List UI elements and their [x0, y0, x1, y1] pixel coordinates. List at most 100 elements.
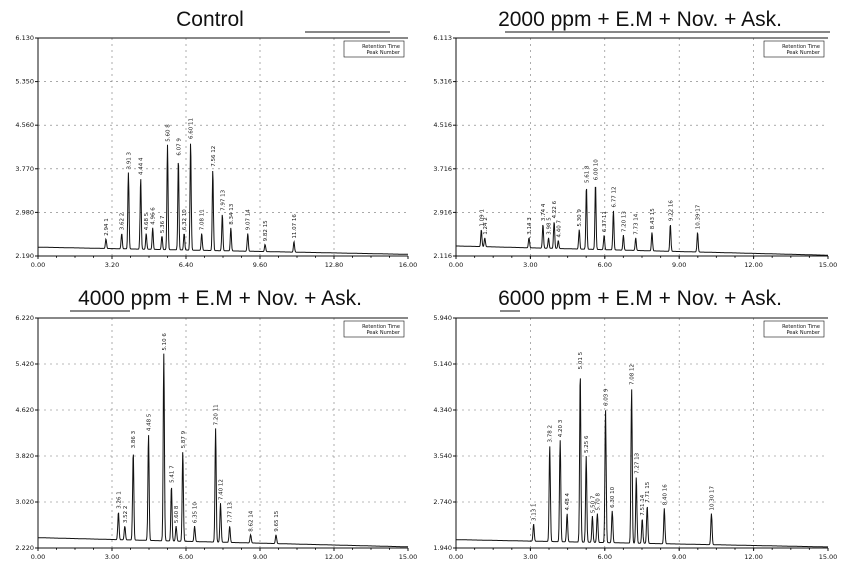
- peak-label: 3.26 1: [116, 491, 122, 509]
- peak-label: 5.50 7: [590, 495, 596, 513]
- y-tick-label: 4.560: [15, 121, 34, 129]
- y-tick-label: 6.220: [15, 314, 34, 322]
- peak-label: 1.09 1: [479, 209, 485, 227]
- y-tick-label: 5.140: [433, 360, 452, 368]
- peak-label: 9.82 15: [263, 220, 269, 241]
- y-tick-label: 2.740: [433, 498, 452, 506]
- x-tick-label: 15.00: [819, 553, 838, 561]
- peak-label: 7.40 12: [219, 479, 225, 500]
- peak-label: 5.60 8: [166, 124, 172, 142]
- y-tick-label: 4.340: [433, 406, 452, 414]
- legend-entry: Retention Time: [782, 44, 820, 50]
- chromatogram-trace: [37, 353, 409, 548]
- peak-label: 6.37 11: [602, 211, 608, 232]
- y-tick-label: 4.516: [433, 121, 452, 129]
- legend-entry: Retention Time: [362, 324, 400, 330]
- chart-title: 4000 ppm + E.M + Nov. + Ask.: [78, 287, 362, 310]
- peak-label: 6.32 10: [182, 209, 188, 230]
- peak-label: 7.97 13: [220, 189, 226, 210]
- y-tick-label: 2.916: [433, 208, 452, 216]
- x-tick-label: 6.00: [598, 261, 612, 269]
- y-tick-label: 3.716: [433, 165, 452, 173]
- y-tick-label: 3.770: [15, 165, 34, 173]
- peak-label: 4.96 6: [151, 207, 157, 225]
- peak-label: 6.60 11: [189, 118, 195, 139]
- legend-entry: Retention Time: [362, 44, 400, 50]
- peak-label: 4.68 5: [144, 212, 150, 230]
- legend-entry: Peak Number: [366, 330, 400, 336]
- peak-label: 7.77 13: [228, 502, 234, 523]
- y-tick-label: 3.020: [15, 498, 34, 506]
- x-tick-label: 15.00: [819, 261, 838, 269]
- peak-label: 6.03 9: [604, 388, 610, 406]
- peak-label: 7.71 15: [645, 481, 651, 502]
- peak-label: 3.62 2: [120, 213, 126, 231]
- peak-label: 6.30 10: [610, 486, 616, 507]
- legend-entry: Retention Time: [782, 324, 820, 330]
- legend-entry: Peak Number: [786, 330, 820, 336]
- x-tick-label: 0.00: [449, 261, 463, 269]
- chart-title: 2000 ppm + E.M + Nov. + Ask.: [498, 8, 782, 31]
- y-tick-label: 5.316: [433, 78, 452, 86]
- peak-label: 6.35 10: [193, 502, 199, 523]
- peak-label: 5.61 8: [584, 165, 590, 183]
- peak-label: 3.13 1: [532, 504, 538, 522]
- legend-entry: Peak Number: [366, 50, 400, 56]
- peak-label: 4.40 7: [556, 220, 562, 238]
- peak-label: 4.48 5: [147, 413, 153, 431]
- x-tick-label: 16.00: [399, 261, 418, 269]
- x-tick-label: 9.00: [672, 553, 686, 561]
- x-tick-label: 0.00: [449, 553, 463, 561]
- peak-label: 4.22 6: [552, 200, 558, 218]
- peak-label: 1.24 2: [483, 217, 489, 235]
- peak-label: 5.10 6: [162, 333, 168, 351]
- peak-label: 6.00 10: [594, 159, 600, 180]
- peak-label: 3.14 3: [527, 217, 533, 235]
- peak-label: 3.74 4: [541, 203, 547, 221]
- peak-label: 8.43 15: [650, 208, 656, 229]
- chart-panel-4: 6000 ppm + E.M + Nov. + Ask. 1.940 2.740 3.…: [433, 287, 837, 561]
- y-tick-label: 3.540: [433, 452, 452, 460]
- x-tick-label: 9.00: [672, 261, 686, 269]
- peak-label: 3.86 3: [131, 430, 137, 448]
- y-tick-label: 5.420: [15, 360, 34, 368]
- peak-label: 3.52 2: [123, 506, 129, 524]
- legend-box: [763, 320, 825, 338]
- x-tick-label: 0.00: [31, 261, 45, 269]
- chromatogram-trace: [456, 378, 829, 548]
- chart-title: 6000 ppm + E.M + Nov. + Ask.: [498, 287, 782, 310]
- x-tick-label: 15.00: [399, 553, 418, 561]
- chart-panel-2: 2000 ppm + E.M + Nov. + Ask. 2.116 2.916 3.…: [433, 8, 837, 269]
- y-tick-label: 1.940: [433, 544, 452, 552]
- peak-label: 4.20 3: [558, 419, 564, 437]
- y-tick-label: 2.980: [15, 208, 34, 216]
- x-tick-label: 12.00: [744, 261, 763, 269]
- y-tick-label: 6.130: [15, 34, 34, 42]
- peak-label: 4.44 4: [139, 157, 145, 175]
- peak-label: 3.91 3: [126, 152, 132, 170]
- peak-label: 9.22 16: [668, 200, 674, 221]
- x-tick-label: 12.80: [325, 261, 344, 269]
- x-tick-label: 12.00: [325, 553, 344, 561]
- legend-box: [763, 40, 825, 58]
- x-tick-label: 6.40: [179, 261, 193, 269]
- peak-label: 6.77 12: [611, 187, 617, 208]
- peak-label: 6.07 9: [176, 138, 182, 156]
- chromatogram-trace: [37, 143, 408, 255]
- peak-label: 3.78 2: [548, 425, 554, 443]
- x-tick-label: 3.00: [523, 261, 537, 269]
- peak-label: 7.20 11: [214, 404, 220, 425]
- x-tick-label: 6.00: [179, 553, 193, 561]
- legend-box: [343, 40, 405, 58]
- y-tick-label: 4.620: [15, 406, 34, 414]
- peak-label: 10.39 17: [696, 204, 702, 229]
- x-tick-label: 12.00: [744, 553, 763, 561]
- peak-label: 7.73 14: [634, 213, 640, 234]
- y-tick-label: 5.350: [15, 78, 34, 86]
- x-tick-label: 6.00: [598, 553, 612, 561]
- peak-label: 7.20 13: [621, 211, 627, 232]
- peak-label: 7.51 14: [640, 494, 646, 515]
